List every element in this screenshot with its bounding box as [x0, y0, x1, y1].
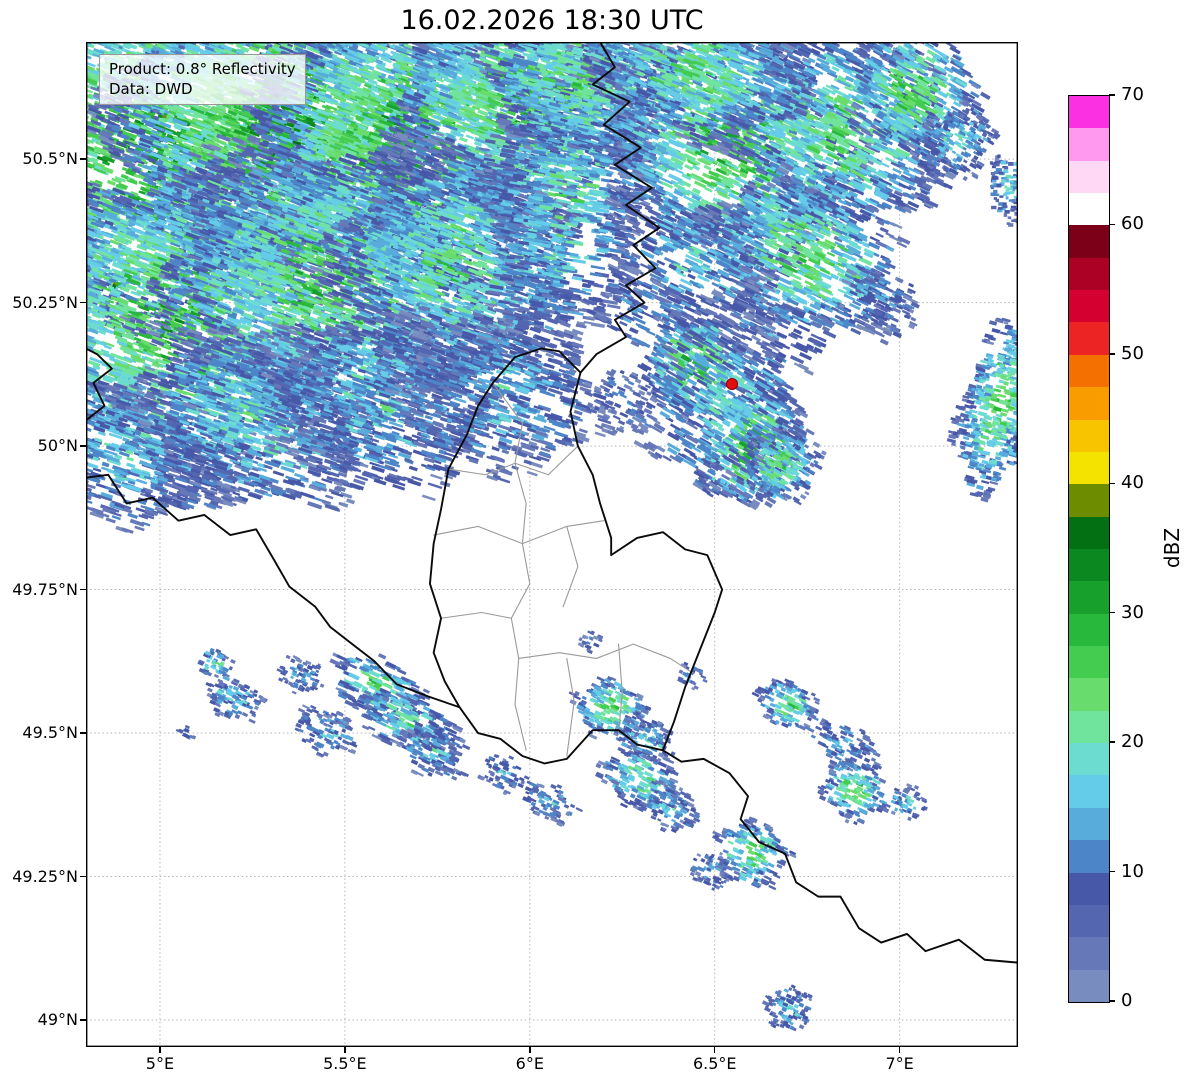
colorbar-segment [1069, 807, 1109, 841]
colorbar-tick-label: 60 [1121, 213, 1144, 235]
colorbar-segment [1069, 872, 1109, 905]
y-tick-mark [80, 158, 86, 160]
colorbar-segment [1069, 193, 1109, 226]
colorbar-tick-label: 40 [1121, 472, 1144, 494]
x-tick-label: 5.5°E [323, 1054, 367, 1073]
colorbar-segment [1069, 581, 1109, 614]
colorbar-segment [1069, 969, 1109, 1002]
y-tick-mark [80, 301, 86, 304]
colorbar-segment [1069, 840, 1109, 873]
colorbar-segment [1069, 257, 1109, 291]
colorbar-segment [1069, 451, 1109, 485]
colorbar-segment [1069, 775, 1109, 808]
colorbar [1068, 95, 1110, 1003]
figure-title: 16.02.2026 18:30 UTC [400, 5, 704, 36]
colorbar-segment [1069, 613, 1109, 647]
colorbar-segment [1069, 354, 1109, 388]
colorbar-tick-label: 50 [1121, 342, 1144, 364]
colorbar-tick-mark [1109, 741, 1115, 743]
x-tick-mark [898, 1047, 901, 1053]
y-tick-label: 49.25°N [12, 866, 78, 886]
colorbar-tick-mark [1109, 223, 1115, 226]
y-tick-label: 49°N [37, 1010, 78, 1030]
colorbar-tick-label: 0 [1121, 990, 1133, 1011]
x-tick-label: 6°E [515, 1054, 544, 1073]
colorbar-tick-mark [1109, 611, 1115, 614]
colorbar-tick-mark [1109, 482, 1115, 485]
x-tick-label: 5°E [145, 1054, 175, 1073]
colorbar-tick-mark [1109, 1000, 1115, 1002]
y-tick-mark [80, 445, 86, 447]
product-info-line: Product: 0.8° Reflectivity [109, 60, 296, 78]
colorbar-segment [1069, 322, 1109, 355]
colorbar-segment [1069, 710, 1109, 744]
x-tick-mark [344, 1047, 346, 1053]
colorbar-tick-label: 20 [1121, 731, 1144, 753]
x-tick-mark [529, 1047, 531, 1053]
colorbar-segment [1069, 516, 1109, 549]
colorbar-segment [1069, 937, 1109, 970]
colorbar-segment [1069, 484, 1109, 517]
colorbar-segment [1069, 743, 1109, 776]
x-tick-mark [713, 1047, 716, 1053]
colorbar-segment [1069, 419, 1109, 452]
colorbar-segment [1069, 646, 1109, 679]
colorbar-segment [1069, 95, 1109, 129]
location-marker-dot [725, 377, 738, 390]
x-tick-label: 7°E [885, 1054, 914, 1073]
y-tick-mark [80, 588, 86, 591]
colorbar-segment [1069, 290, 1109, 323]
y-tick-label: 49.5°N [22, 723, 78, 743]
colorbar-segment [1069, 128, 1109, 161]
map-plot-area: Product: 0.8° Reflectivity Data: DWD [86, 42, 1018, 1047]
y-tick-label: 49.75°N [12, 579, 78, 599]
radar-map-canvas [86, 42, 1018, 1047]
colorbar-tick-label: 10 [1121, 860, 1144, 882]
x-tick-label: 6.5°E [692, 1054, 737, 1073]
colorbar-segment [1069, 904, 1109, 938]
colorbar-axis-label: dBZ [1160, 527, 1184, 569]
y-tick-mark [80, 1019, 86, 1021]
y-tick-label: 50.5°N [22, 149, 78, 169]
y-tick-mark [80, 875, 86, 878]
y-tick-label: 50°N [37, 436, 78, 456]
y-tick-mark [80, 732, 86, 734]
colorbar-tick-mark [1109, 94, 1115, 96]
colorbar-segment [1069, 678, 1109, 711]
colorbar-tick-mark [1109, 353, 1115, 355]
product-info-box: Product: 0.8° Reflectivity Data: DWD [99, 54, 306, 105]
colorbar-segment [1069, 548, 1109, 582]
colorbar-tick-label: 30 [1121, 601, 1144, 623]
colorbar-segment [1069, 225, 1109, 258]
data-source-line: Data: DWD [109, 80, 193, 99]
colorbar-tick-mark [1109, 870, 1115, 873]
colorbar-segment [1069, 387, 1109, 420]
y-tick-label: 50.25°N [12, 292, 78, 312]
colorbar-tick-label: 70 [1121, 84, 1144, 105]
colorbar-segment [1069, 160, 1109, 194]
x-tick-mark [159, 1047, 161, 1053]
